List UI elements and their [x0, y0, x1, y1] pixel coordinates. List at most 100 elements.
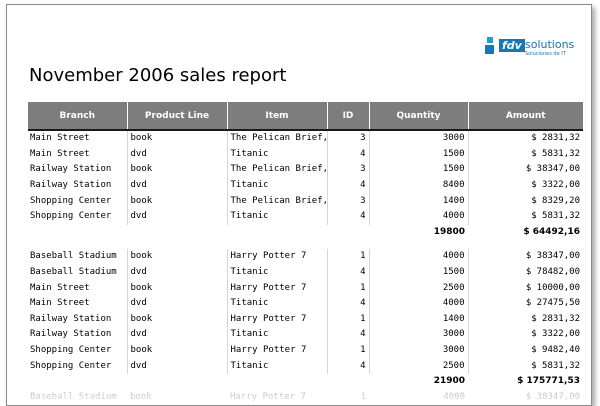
- table-row: Shopping Center dvd Titanic 4 4000 $ 5831,32: [28, 208, 583, 225]
- branch-cell: Railway Station: [30, 329, 112, 340]
- report-page: fdv solutions Soluciones de IT November …: [6, 4, 592, 406]
- branch-cell: Baseball Stadium: [30, 267, 117, 278]
- id-cell: 4: [326, 264, 369, 281]
- amount-cell: $ 2831,32: [467, 311, 583, 328]
- quantity-cell: 8400: [368, 177, 468, 194]
- total-quantity: 21900: [433, 376, 465, 387]
- product-line-cell: dvd: [126, 146, 227, 163]
- id-cell: 3: [326, 162, 369, 178]
- amount-cell: $ 27475,50: [467, 295, 583, 312]
- table-row: Baseball Stadium book Harry Potter 7 1 4000 $…: [28, 249, 583, 265]
- quantity-cell: 2500: [368, 358, 468, 374]
- logo-wordmark: solutions: [525, 38, 575, 51]
- id-cell: 1: [326, 311, 369, 328]
- company-logo: fdv solutions Soluciones de IT: [485, 31, 585, 67]
- table-header-row: Branch Product Line Item ID Quantity Amo…: [28, 102, 583, 131]
- sales-table: Branch Product Line Item ID Quantity Amo…: [28, 102, 583, 405]
- amount-cell: $ 5831,32: [467, 146, 583, 163]
- column-header-amount[interactable]: Amount: [467, 102, 583, 131]
- amount-cell: $ 8329,20: [467, 193, 583, 209]
- group-total-row: 19800 $ 64492,16: [28, 225, 583, 241]
- quantity-cell: 3000: [368, 342, 468, 359]
- branch-cell: Shopping Center: [30, 195, 112, 206]
- id-cell: 1: [326, 342, 369, 359]
- quantity-cell: 2500: [368, 280, 468, 296]
- column-header-product-line[interactable]: Product Line: [126, 102, 227, 131]
- item-cell: Titanic: [226, 295, 327, 312]
- table-row: Baseball Stadium dvd Titanic 4 1500 $ 78482,0…: [28, 264, 583, 281]
- amount-cell: $ 2831,32: [467, 130, 583, 147]
- branch-cell: Shopping Center: [30, 211, 112, 222]
- column-header-item[interactable]: Item: [226, 102, 327, 131]
- item-cell: Harry Potter 7: [226, 280, 327, 296]
- product-line-cell: dvd: [126, 177, 227, 194]
- item-cell: Harry Potter 7: [226, 249, 327, 265]
- branch-cell: Shopping Center: [30, 345, 112, 356]
- quantity-cell: 1500: [368, 264, 468, 281]
- total-amount: $ 175771,53: [517, 376, 580, 387]
- product-line-cell: book: [126, 249, 227, 265]
- quantity-cell: 4000: [368, 295, 468, 312]
- id-cell: 1: [326, 280, 369, 296]
- id-cell: 4: [326, 358, 369, 374]
- quantity-cell: 1400: [368, 311, 468, 328]
- product-line-cell: dvd: [126, 264, 227, 281]
- amount-cell: $ 78482,00: [467, 264, 583, 281]
- branch-cell: Main Street: [30, 133, 90, 144]
- branch-cell: Railway Station: [30, 313, 112, 324]
- branch-cell: Shopping Center: [30, 360, 112, 371]
- amount-cell: $ 5831,32: [467, 208, 583, 225]
- item-cell: Titanic: [226, 146, 327, 163]
- empty-cell: [227, 225, 327, 241]
- empty-cell: [28, 225, 127, 241]
- amount-cell: $ 38347,00: [467, 162, 583, 178]
- product-line-cell: dvd: [126, 295, 227, 312]
- table-row: Railway Station dvd Titanic 4 3000 $ 3322,00: [28, 327, 583, 343]
- table-row: Shopping Center book Harry Potter 7 1 3000 $ …: [28, 342, 583, 359]
- item-cell: Titanic: [226, 264, 327, 281]
- amount-cell: $ 38347,00: [467, 249, 583, 265]
- report-title: November 2006 sales report: [29, 65, 287, 86]
- product-line-cell: book: [126, 162, 227, 178]
- item-cell: Titanic: [226, 177, 327, 194]
- product-line-cell: dvd: [126, 327, 227, 343]
- item-cell: Titanic: [226, 208, 327, 225]
- id-cell: 4: [326, 208, 369, 225]
- table-row: Main Street dvd Titanic 4 1500 $ 5831,32: [28, 146, 583, 163]
- item-cell: The Pelican Brief,: [226, 193, 327, 209]
- id-cell: 1: [326, 249, 369, 265]
- table-row: Main Street book The Pelican Brief, 3 3000 $ …: [28, 130, 583, 147]
- group-total-row: 21900 $ 175771,53: [28, 374, 583, 390]
- item-cell: The Pelican Brief,: [226, 162, 327, 178]
- quantity-cell: 1500: [368, 146, 468, 163]
- id-cell: 4: [326, 177, 369, 194]
- item-cell: Titanic: [226, 327, 327, 343]
- product-line-cell: dvd: [126, 358, 227, 374]
- table-row: Railway Station dvd Titanic 4 8400 $ 3322,00: [28, 177, 583, 194]
- amount-cell: $ 10000,00: [467, 280, 583, 296]
- logo-mark-icon: [485, 37, 503, 54]
- page-fade: [7, 388, 591, 405]
- branch-cell: Railway Station: [30, 164, 112, 175]
- product-line-cell: book: [126, 280, 227, 296]
- column-header-id[interactable]: ID: [326, 102, 369, 131]
- product-line-cell: book: [126, 193, 227, 209]
- quantity-cell: 3000: [368, 130, 468, 147]
- column-header-quantity[interactable]: Quantity: [368, 102, 468, 131]
- id-cell: 3: [326, 130, 369, 147]
- logo-tagline: Soluciones de IT: [525, 51, 566, 57]
- total-amount: $ 64492,16: [523, 226, 580, 237]
- table-body: Main Street book The Pelican Brief, 3 3000 $ …: [28, 130, 583, 405]
- spacer-cell: [28, 240, 583, 249]
- table-row: Shopping Center book The Pelican Brief, 3 14…: [28, 193, 583, 209]
- id-cell: 4: [326, 295, 369, 312]
- product-line-cell: book: [126, 342, 227, 359]
- item-cell: Harry Potter 7: [226, 311, 327, 328]
- table-row: Railway Station book The Pelican Brief, 3 15…: [28, 162, 583, 178]
- id-cell: 4: [326, 146, 369, 163]
- quantity-cell: 1400: [368, 193, 468, 209]
- table-row: Main Street dvd Titanic 4 4000 $ 27475,50: [28, 295, 583, 312]
- item-cell: Harry Potter 7: [226, 342, 327, 359]
- quantity-cell: 4000: [368, 249, 468, 265]
- column-header-branch[interactable]: Branch: [28, 102, 127, 131]
